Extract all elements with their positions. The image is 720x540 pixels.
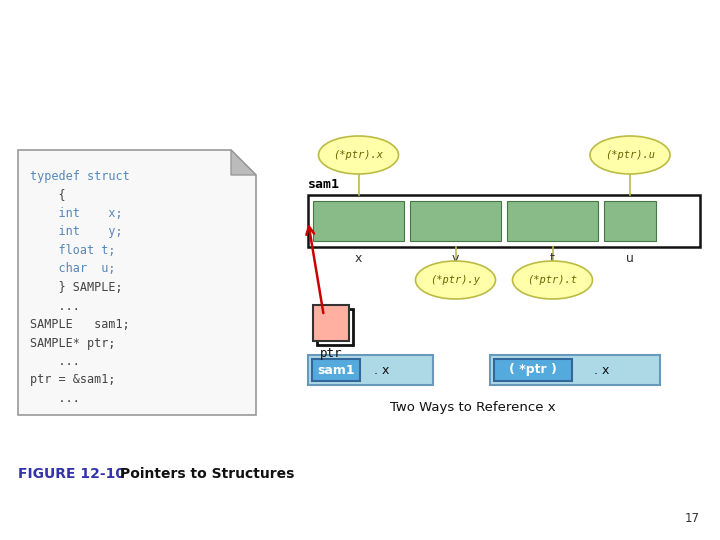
FancyBboxPatch shape: [312, 359, 360, 381]
Text: ptr = &sam1;: ptr = &sam1;: [30, 374, 115, 387]
Text: } SAMPLE;: } SAMPLE;: [30, 281, 122, 294]
Text: ( *ptr ): ( *ptr ): [509, 363, 557, 376]
Text: (*ptr).t: (*ptr).t: [528, 275, 577, 285]
Text: ...: ...: [30, 392, 80, 405]
Text: t: t: [550, 252, 555, 265]
FancyBboxPatch shape: [313, 201, 404, 241]
Ellipse shape: [318, 136, 398, 174]
Text: . x: . x: [374, 363, 390, 376]
Text: 17: 17: [685, 512, 700, 525]
Text: (*ptr).u: (*ptr).u: [605, 150, 655, 160]
Text: int    x;: int x;: [30, 207, 122, 220]
Text: ptr: ptr: [320, 347, 342, 360]
FancyBboxPatch shape: [507, 201, 598, 241]
FancyBboxPatch shape: [494, 359, 572, 381]
Text: (*ptr).y: (*ptr).y: [431, 275, 480, 285]
Text: {: {: [30, 188, 66, 201]
Polygon shape: [18, 150, 256, 415]
Text: sam1: sam1: [318, 363, 355, 376]
Polygon shape: [231, 150, 256, 175]
FancyBboxPatch shape: [308, 355, 433, 385]
Text: Pointers to Structures: Pointers to Structures: [120, 467, 294, 481]
Text: y: y: [452, 252, 459, 265]
Text: typedef struct: typedef struct: [30, 170, 130, 183]
Text: . x: . x: [594, 363, 610, 376]
Text: int    y;: int y;: [30, 226, 122, 239]
Text: SAMPLE   sam1;: SAMPLE sam1;: [30, 318, 130, 331]
Text: u: u: [626, 252, 634, 265]
FancyBboxPatch shape: [490, 355, 660, 385]
Text: (*ptr).x: (*ptr).x: [333, 150, 384, 160]
FancyBboxPatch shape: [604, 201, 656, 241]
Text: char  u;: char u;: [30, 262, 115, 275]
Text: FIGURE 12-10: FIGURE 12-10: [18, 467, 125, 481]
Text: Two Ways to Reference x: Two Ways to Reference x: [390, 401, 556, 414]
Ellipse shape: [590, 136, 670, 174]
Ellipse shape: [513, 261, 593, 299]
FancyBboxPatch shape: [313, 305, 349, 341]
Text: x: x: [355, 252, 362, 265]
Text: float t;: float t;: [30, 244, 115, 257]
Text: ...: ...: [30, 300, 80, 313]
Text: SAMPLE* ptr;: SAMPLE* ptr;: [30, 336, 115, 349]
FancyBboxPatch shape: [308, 195, 700, 247]
Ellipse shape: [415, 261, 495, 299]
Text: sam1: sam1: [308, 178, 340, 191]
Text: ...: ...: [30, 355, 80, 368]
FancyBboxPatch shape: [410, 201, 501, 241]
